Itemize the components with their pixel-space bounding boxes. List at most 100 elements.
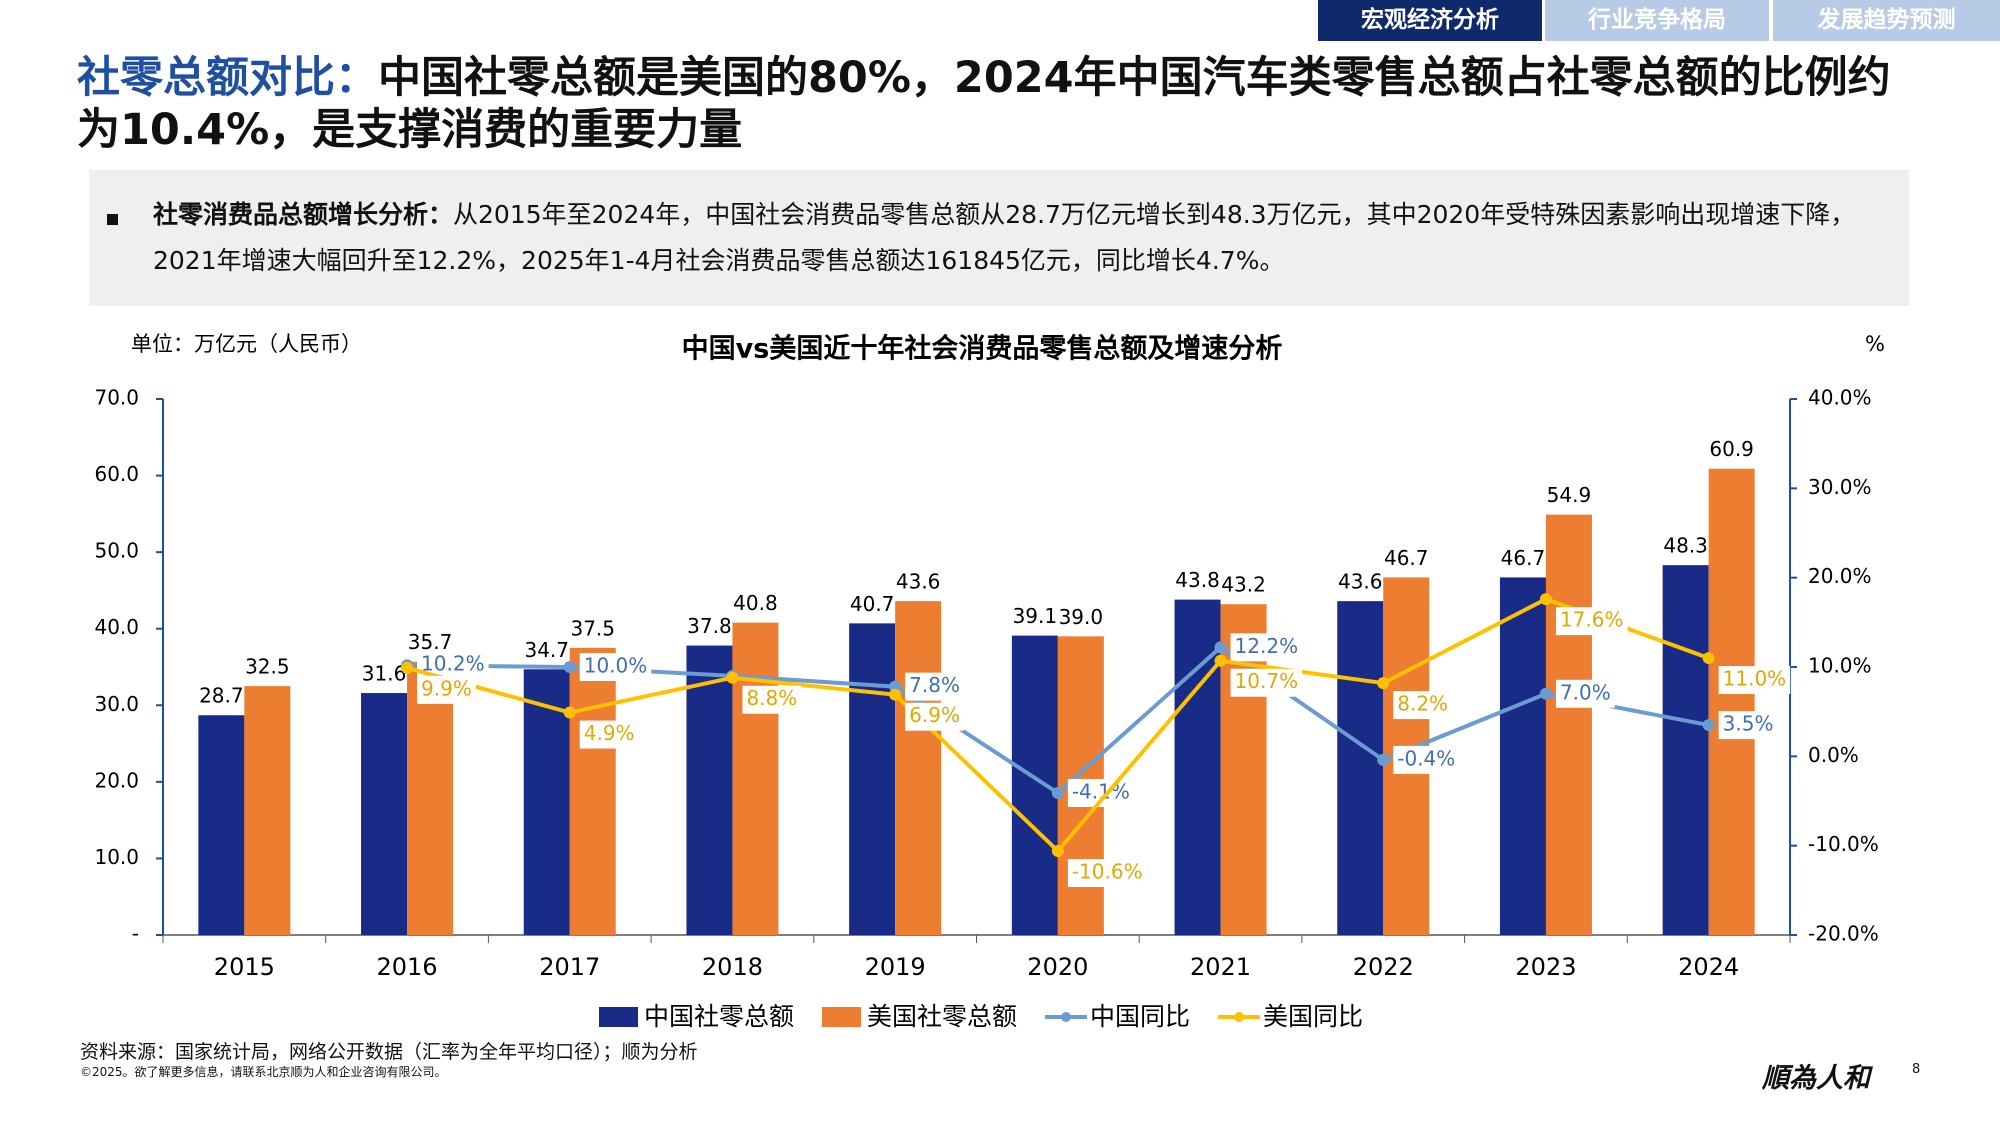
x-tick-label: 2016: [377, 953, 438, 981]
y2-tick-label: 20.0%: [1808, 564, 1872, 588]
y-axis-label: 单位：万亿元（人民币）: [131, 332, 362, 356]
line-point: [563, 661, 576, 673]
value-label-bg: [905, 672, 964, 701]
line-value-label: 9.9%: [421, 676, 472, 700]
legend-swatch: [1061, 1012, 1072, 1022]
logo: 順為人和: [1762, 1063, 1870, 1094]
line-point: [1051, 786, 1064, 799]
line-value-label: 10.2%: [421, 652, 485, 676]
line-point: [1051, 845, 1064, 858]
bar-value-label: 37.5: [570, 616, 615, 640]
legend-swatch: [822, 1007, 862, 1027]
value-label-bg: [1393, 745, 1460, 774]
bullet-text: 社零消费品总额增长分析：从2015年至2024年，中国社会消费品零售总额从28.…: [153, 192, 1883, 284]
bar-value-label: 54.9: [1547, 483, 1592, 507]
bar-value-label: 43.6: [896, 570, 941, 594]
bar: [407, 661, 454, 935]
tab[interactable]: 发展趋势预测: [1773, 0, 2000, 41]
bullet-lead: 社零消费品总额增长分析：: [153, 200, 454, 229]
line-value-label: 7.8%: [909, 673, 960, 697]
bar-value-label: 31.6: [362, 662, 407, 686]
bar-value-label: 43.2: [1221, 573, 1266, 597]
line-point: [1214, 654, 1227, 667]
copyright: ©2025。欲了解更多信息，请联系北京顺为人和企业咨询有限公司。: [80, 1065, 447, 1079]
x-tick-label: 2015: [214, 953, 275, 981]
bar-value-label: 37.8: [687, 614, 732, 638]
y-tick-label: 10.0: [94, 845, 139, 869]
chart-title: 中国vs美国近十年社会消费品零售总额及增速分析: [682, 333, 1283, 365]
y2-axis-label: %: [1865, 332, 1885, 356]
x-tick-label: 2018: [702, 953, 763, 981]
legend-label: 中国社零总额: [644, 1002, 794, 1031]
value-label-bg: [905, 702, 964, 731]
bar-value-label: 40.8: [733, 591, 778, 615]
bar-value-label: 32.5: [245, 655, 290, 679]
line-point: [1539, 687, 1552, 700]
x-tick-label: 2024: [1678, 953, 1739, 981]
line-value-label: 8.8%: [746, 686, 797, 710]
x-tick-label: 2020: [1027, 953, 1088, 981]
value-label-bg: [1555, 679, 1615, 708]
line-point: [1377, 753, 1390, 766]
legend-label: 中国同比: [1090, 1002, 1190, 1031]
bar: [1174, 599, 1221, 935]
y2-tick-label: 30.0%: [1808, 475, 1872, 499]
line-value-label: 6.9%: [909, 703, 960, 727]
y-tick-label: 50.0: [94, 539, 139, 563]
page-number: 8: [1912, 1062, 1921, 1077]
bar-value-label: 39.0: [1059, 605, 1104, 629]
bar: [244, 686, 291, 935]
bullet-marker: [107, 214, 118, 225]
bar-value-label: 35.7: [408, 630, 453, 654]
line-value-label: 7.0%: [1560, 680, 1611, 704]
y-tick-label: 40.0: [94, 615, 139, 639]
line-value-label: -10.6%: [1072, 860, 1143, 884]
value-label-bg: [1230, 668, 1303, 697]
y2-tick-label: -10.0%: [1808, 832, 1879, 856]
slide-title: 社零总额对比：中国社零总额是美国的80%，2024年中国汽车类零售总额占社零总额…: [77, 52, 1927, 156]
tab[interactable]: 宏观经济分析: [1318, 0, 1542, 41]
line-point: [1539, 593, 1552, 606]
x-tick-label: 2019: [865, 953, 926, 981]
bar: [198, 715, 245, 935]
value-label-bg: [579, 720, 639, 749]
line-point: [401, 661, 414, 674]
title-text: 中国社零总额是美国的80%，2024年中国汽车类零售总额占社零总额的比例约为10…: [77, 53, 1891, 155]
value-label-bg: [742, 685, 802, 714]
legend-label: 美国社零总额: [867, 1002, 1017, 1031]
bar: [1499, 577, 1546, 935]
line-point: [889, 688, 902, 701]
value-label-bg: [1230, 633, 1303, 662]
source: 资料来源：国家统计局，网络公开数据（汇率为全年平均口径）；顺为分析: [80, 1041, 698, 1063]
line-value-label: 11.0%: [1723, 667, 1787, 691]
legend-swatch: [1234, 1012, 1245, 1022]
value-label-bg: [1393, 691, 1453, 720]
line-value-label: 10.7%: [1235, 669, 1299, 693]
legend-label: 美国同比: [1263, 1002, 1363, 1031]
bar: [523, 669, 570, 935]
line-point: [563, 706, 576, 719]
bar-value-label: 60.9: [1709, 437, 1754, 461]
value-label-bg: [579, 653, 652, 681]
bar-value-label: 40.7: [850, 592, 895, 616]
bar: [895, 601, 942, 935]
bar-value-label: 48.3: [1663, 534, 1708, 558]
bar: [1662, 565, 1709, 935]
line-value-label: 10.0%: [584, 654, 648, 678]
line-value-label: -0.4%: [1397, 746, 1455, 770]
title-highlight: 社零总额对比：: [77, 53, 378, 103]
line-point: [1702, 719, 1715, 732]
line-value-label: 8.2%: [1397, 692, 1448, 716]
bar-value-label: 39.1: [1013, 604, 1058, 628]
y-tick-label: 70.0: [94, 386, 139, 410]
line-point: [1214, 641, 1227, 654]
line-value-label: 3.5%: [1723, 712, 1774, 736]
bar: [361, 693, 408, 935]
x-tick-label: 2017: [539, 953, 600, 981]
tab[interactable]: 行业竞争格局: [1545, 0, 1769, 41]
legend-swatch: [599, 1007, 638, 1027]
line-point: [1702, 652, 1715, 665]
y-tick-label: 20.0: [94, 768, 139, 792]
